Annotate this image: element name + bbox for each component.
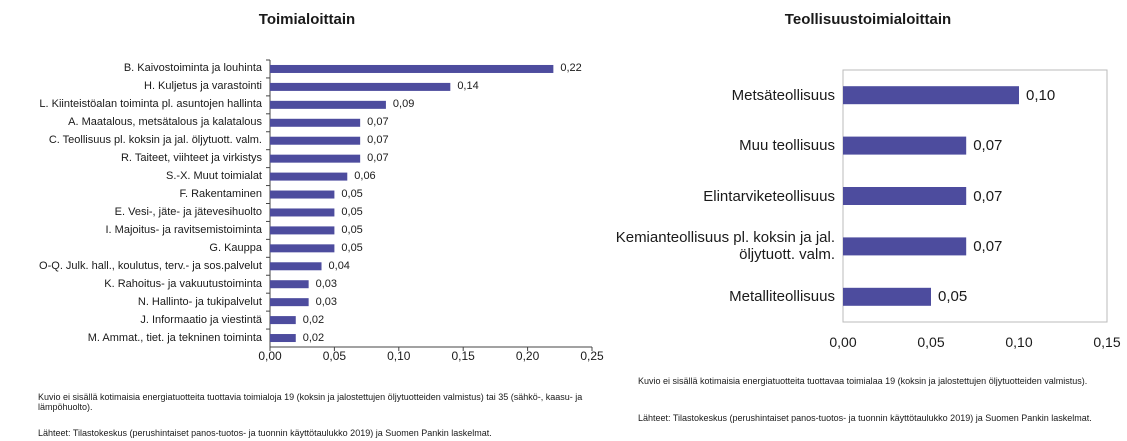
value-label: 0,05	[938, 288, 968, 306]
category-label: O-Q. Julk. hall., koulutus, terv.- ja so…	[39, 259, 262, 272]
bar	[270, 64, 554, 73]
category-label: F. Rakentaminen	[179, 188, 262, 201]
x-tick-label: 0,05	[917, 334, 945, 350]
chart-title: Teollisuustoimialoittain	[784, 11, 952, 28]
value-label: 0,03	[315, 277, 338, 290]
bar	[270, 118, 361, 127]
value-label: 0,05	[341, 241, 363, 254]
value-label: 0,07	[973, 137, 1003, 155]
category-label: L. Kiinteistöalan toiminta pl. asuntojen…	[39, 98, 262, 111]
x-tick-label: 0,10	[1005, 334, 1033, 350]
value-label: 0,09	[392, 98, 415, 111]
x-tick-label: 0,15	[1093, 334, 1121, 350]
bar	[270, 190, 335, 199]
x-tick-label: 0,25	[580, 349, 604, 363]
bar	[843, 187, 967, 205]
value-label: 0,07	[367, 134, 389, 147]
bar	[843, 136, 967, 155]
bar	[270, 226, 335, 235]
source: Lähteet: Tilastokeskus (perushintaiset p…	[638, 413, 1092, 423]
category-label: Metalliteollisuus	[729, 288, 835, 306]
value-label: 0,14	[457, 80, 479, 93]
category-label: M. Ammat., tiet. ja tekninen toiminta	[87, 331, 262, 344]
bar	[270, 208, 335, 217]
category-label: Elintarviketeollisuus	[703, 187, 835, 205]
bar	[270, 172, 348, 181]
x-tick-label: 0,00	[258, 349, 282, 363]
category-label: S.-X. Muut toimialat	[166, 170, 262, 183]
x-tick-label: 0,00	[829, 334, 857, 350]
source: Lähteet: Tilastokeskus (perushintaiset p…	[38, 428, 492, 438]
x-tick-label: 0,15	[451, 349, 475, 363]
x-tick-label: 0,10	[387, 349, 411, 363]
value-label: 0,10	[1026, 86, 1056, 104]
category-label: A. Maatalous, metsätalous ja kalatalous	[68, 116, 262, 129]
bar	[270, 262, 322, 271]
x-tick-label: 0,20	[515, 349, 540, 363]
value-label: 0,05	[341, 188, 363, 201]
value-label: 0,02	[302, 331, 325, 344]
value-label: 0,07	[367, 116, 389, 129]
value-label: 0,07	[973, 237, 1003, 255]
value-label: 0,05	[341, 205, 363, 218]
category-label: Kemianteollisuus pl. koksin ja jal. öljy…	[615, 228, 835, 264]
category-label: I. Majoitus- ja ravitsemistoiminta	[105, 223, 263, 236]
category-label: Muu teollisuus	[739, 137, 835, 155]
bar	[270, 136, 361, 145]
value-label: 0,04	[328, 259, 350, 272]
category-label: E. Vesi-, jäte- ja jätevesihuolto	[114, 205, 262, 218]
bar	[843, 237, 967, 256]
value-label: 0,06	[354, 170, 376, 183]
value-label: 0,07	[367, 152, 389, 165]
category-label: Metsäteollisuus	[731, 86, 835, 104]
category-label: K. Rahoitus- ja vakuutustoiminta	[104, 277, 262, 290]
category-label: B. Kaivostoiminta ja louhinta	[123, 62, 262, 75]
category-label: C. Teollisuus pl. koksin ja jal. öljytuo…	[48, 134, 262, 147]
note: Kuvio ei sisällä kotimaisia energiatuott…	[638, 376, 1088, 386]
bar	[270, 82, 451, 91]
bar	[843, 86, 1019, 105]
x-tick-label: 0,05	[322, 349, 347, 363]
bar	[270, 334, 296, 343]
value-label: 0,07	[973, 187, 1003, 205]
value-label: 0,22	[560, 62, 582, 75]
bar	[270, 100, 386, 109]
bar	[270, 154, 361, 163]
category-label: J. Informaatio ja viestintä	[140, 313, 262, 326]
value-label: 0,05	[341, 223, 363, 236]
bar	[270, 298, 309, 307]
bar	[270, 280, 309, 289]
value-label: 0,02	[302, 313, 325, 326]
bar	[843, 287, 931, 306]
note: Kuvio ei sisällä kotimaisia energiatuott…	[38, 392, 583, 413]
category-label: N. Hallinto- ja tukipalvelut	[137, 295, 262, 308]
category-label: G. Kauppa	[209, 241, 262, 254]
category-label: H. Kuljetus ja varastointi	[144, 80, 262, 93]
bar	[270, 316, 296, 325]
bar	[270, 244, 335, 253]
value-label: 0,03	[315, 295, 338, 308]
category-label: R. Taiteet, viihteet ja virkistys	[120, 152, 262, 165]
chart-title: Toimialoittain	[258, 11, 356, 28]
